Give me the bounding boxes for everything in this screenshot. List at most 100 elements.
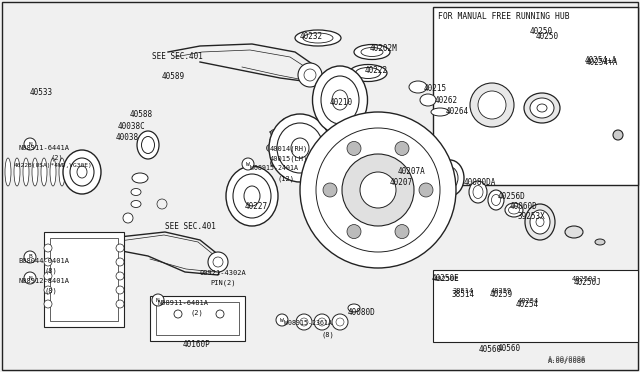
Text: N: N — [156, 298, 160, 302]
Text: 40250: 40250 — [530, 27, 553, 36]
Text: SEE SEC.401: SEE SEC.401 — [165, 222, 216, 231]
Circle shape — [266, 144, 273, 151]
Circle shape — [116, 272, 124, 280]
Circle shape — [276, 314, 288, 326]
Text: 40250E: 40250E — [434, 276, 460, 282]
Text: PIN(2): PIN(2) — [210, 280, 236, 286]
Text: 38514: 38514 — [453, 288, 474, 294]
Text: (2): (2) — [50, 154, 63, 160]
Ellipse shape — [63, 150, 101, 194]
Ellipse shape — [291, 138, 309, 158]
Ellipse shape — [41, 158, 47, 186]
Circle shape — [44, 244, 52, 252]
Ellipse shape — [59, 158, 65, 186]
Ellipse shape — [295, 30, 341, 46]
Text: 40254+A: 40254+A — [585, 56, 618, 65]
Text: 40228(USA)*4WD,VG30E): 40228(USA)*4WD,VG30E) — [14, 163, 93, 168]
Ellipse shape — [431, 108, 449, 116]
Text: N08911-6481A: N08911-6481A — [158, 300, 209, 306]
Circle shape — [336, 318, 344, 326]
Ellipse shape — [530, 98, 554, 118]
Circle shape — [347, 225, 361, 238]
Circle shape — [298, 63, 322, 87]
Text: 40222: 40222 — [365, 66, 388, 75]
Ellipse shape — [355, 67, 381, 78]
Circle shape — [347, 141, 361, 155]
Circle shape — [323, 129, 330, 137]
Text: 40254: 40254 — [516, 300, 539, 309]
Text: 40259: 40259 — [490, 290, 513, 299]
Ellipse shape — [131, 189, 141, 196]
Text: 40262: 40262 — [435, 96, 458, 105]
Ellipse shape — [525, 204, 555, 240]
Bar — [44, 232, 124, 327]
Text: 40254: 40254 — [518, 298, 540, 304]
Text: 40210: 40210 — [330, 98, 353, 107]
Text: (8): (8) — [322, 331, 335, 337]
Circle shape — [24, 272, 36, 284]
Text: W08915-2401A: W08915-2401A — [250, 165, 298, 171]
Circle shape — [174, 310, 182, 318]
Text: 00921-4302A: 00921-4302A — [200, 270, 247, 276]
Text: 40250J: 40250J — [572, 276, 598, 282]
Text: W: W — [280, 317, 284, 323]
Circle shape — [342, 154, 414, 226]
Circle shape — [123, 213, 133, 223]
Ellipse shape — [131, 201, 141, 208]
Text: W: W — [246, 161, 250, 167]
Circle shape — [208, 252, 228, 272]
Text: N08912-8401A: N08912-8401A — [18, 278, 69, 284]
Text: 40160P: 40160P — [183, 340, 211, 349]
Text: 40250E: 40250E — [432, 274, 460, 283]
Circle shape — [24, 138, 36, 150]
Text: 40533: 40533 — [30, 88, 53, 97]
Text: FOR MANUAL FREE RUNNING HUB: FOR MANUAL FREE RUNNING HUB — [438, 12, 570, 21]
Circle shape — [470, 83, 514, 127]
Ellipse shape — [354, 45, 390, 60]
Text: 40254+A: 40254+A — [586, 58, 618, 67]
Bar — [156, 302, 239, 335]
Text: 40038: 40038 — [116, 133, 139, 142]
Ellipse shape — [509, 206, 520, 214]
Text: 40080DA: 40080DA — [464, 178, 497, 187]
Circle shape — [213, 257, 223, 267]
Text: N: N — [28, 276, 32, 280]
Circle shape — [318, 318, 326, 326]
Circle shape — [44, 272, 52, 280]
Text: 40215: 40215 — [424, 84, 447, 93]
Text: 40014(RH): 40014(RH) — [270, 145, 308, 151]
Text: N08911-6441A: N08911-6441A — [18, 145, 69, 151]
Text: 40207A: 40207A — [398, 167, 426, 176]
Bar — [50, 238, 118, 321]
Text: SEE SEC.401: SEE SEC.401 — [152, 52, 203, 61]
Ellipse shape — [32, 158, 38, 186]
Circle shape — [216, 310, 224, 318]
Text: 40256D: 40256D — [498, 192, 525, 201]
Ellipse shape — [5, 158, 11, 186]
Text: B: B — [28, 254, 32, 260]
Circle shape — [312, 119, 319, 125]
Text: 40264: 40264 — [446, 107, 469, 116]
Text: 40038C: 40038C — [118, 122, 146, 131]
Circle shape — [326, 144, 333, 151]
Circle shape — [314, 314, 330, 330]
Circle shape — [395, 141, 409, 155]
Ellipse shape — [23, 158, 29, 186]
Text: 40259: 40259 — [491, 288, 512, 294]
Circle shape — [332, 314, 348, 330]
Circle shape — [395, 225, 409, 238]
Circle shape — [360, 172, 396, 208]
Circle shape — [44, 286, 52, 294]
Text: 40250J: 40250J — [574, 278, 602, 287]
Ellipse shape — [244, 186, 260, 206]
Ellipse shape — [132, 173, 148, 183]
Circle shape — [613, 130, 623, 140]
Ellipse shape — [312, 66, 367, 134]
Ellipse shape — [77, 166, 87, 178]
Ellipse shape — [349, 64, 387, 81]
Ellipse shape — [505, 203, 523, 217]
Ellipse shape — [473, 186, 483, 199]
Bar — [150, 296, 245, 341]
Text: 40060D: 40060D — [510, 202, 538, 211]
Circle shape — [478, 91, 506, 119]
